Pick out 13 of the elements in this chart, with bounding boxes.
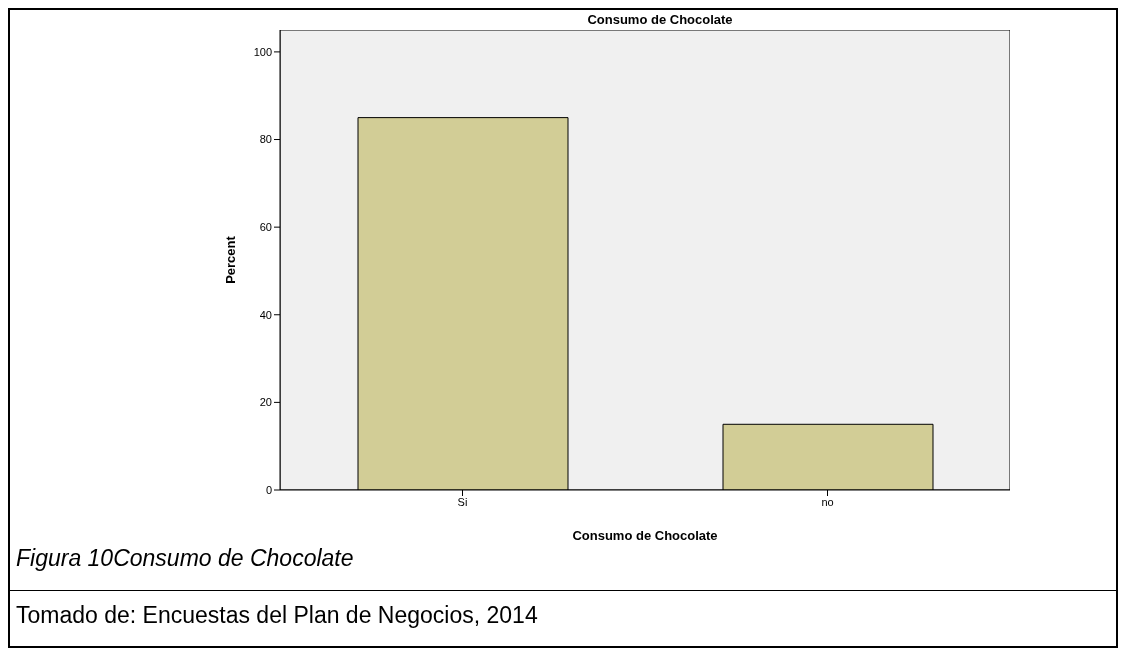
y-tick-label: 40 xyxy=(259,308,272,321)
y-tick-label: 20 xyxy=(259,396,272,409)
y-tick-label: 0 xyxy=(265,483,272,496)
y-tick-label: 100 xyxy=(253,45,272,58)
text: Figura 10Consumo de Chocolate xyxy=(16,545,354,572)
y-tick-label: 80 xyxy=(259,133,272,146)
y-tick-label: 60 xyxy=(259,221,272,234)
chart-title: Consumo de Chocolate xyxy=(586,12,734,27)
x-tick-label: no xyxy=(821,495,834,508)
text: Tomado de: Encuestas del Plan de Negocios, 2014 xyxy=(16,602,538,629)
y-axis-title: Percent xyxy=(222,235,238,284)
x-axis-title: Consumo de Chocolate xyxy=(572,528,718,543)
x-tick-label: Si xyxy=(457,495,468,508)
